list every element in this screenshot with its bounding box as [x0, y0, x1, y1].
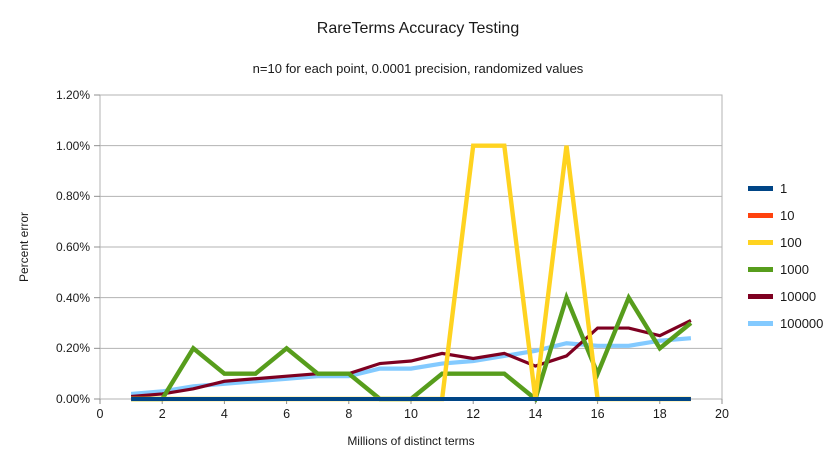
legend-item-1000: 1000 — [748, 256, 823, 283]
legend-label: 100 — [780, 235, 802, 250]
x-tick-label: 2 — [158, 407, 166, 421]
y-tick-label: 0.20% — [55, 341, 90, 356]
legend-item-10: 10 — [748, 202, 823, 229]
legend: 1 10 100 1000 10000 100000 — [748, 175, 823, 337]
x-tick-label: 18 — [652, 407, 667, 421]
y-tick-label: 0.80% — [55, 189, 90, 204]
y-tick-label: 0.60% — [55, 240, 90, 254]
legend-label: 10000 — [780, 289, 817, 304]
legend-item-1: 1 — [748, 175, 823, 202]
legend-item-100: 100 — [748, 229, 823, 256]
legend-swatch-10000 — [748, 294, 773, 299]
legend-swatch-1000 — [748, 267, 773, 272]
y-tick-label: 1.00% — [55, 138, 90, 153]
legend-item-100000: 100000 — [748, 310, 823, 337]
y-tick-label: 0.00% — [55, 392, 90, 406]
legend-swatch-1 — [748, 186, 773, 191]
x-tick-label: 16 — [590, 407, 605, 421]
x-tick-label: 14 — [528, 407, 543, 421]
x-tick-label: 10 — [404, 407, 418, 421]
y-axis-title: Percent error — [17, 211, 31, 283]
series-line-10000 — [130, 319, 692, 399]
x-tick-label: 8 — [345, 407, 353, 421]
legend-swatch-100000 — [748, 321, 773, 326]
x-tick-label: 20 — [715, 407, 729, 421]
chart-subtitle: n=10 for each point, 0.0001 precision, r… — [252, 61, 584, 76]
x-tick-label: 12 — [466, 407, 481, 421]
legend-item-10000: 10000 — [748, 283, 823, 310]
legend-swatch-100 — [748, 240, 773, 245]
legend-swatch-10 — [748, 213, 773, 218]
legend-label: 10 — [780, 208, 795, 223]
legend-label: 1000 — [780, 262, 809, 277]
x-tick-label: 6 — [283, 407, 291, 421]
x-tick-label: 4 — [220, 407, 228, 421]
y-tick-label: 0.40% — [55, 290, 90, 305]
series-line-100000 — [130, 336, 692, 397]
y-tick-label: 1.20% — [55, 88, 90, 102]
x-tick-label: 0 — [96, 407, 104, 421]
legend-label: 1 — [780, 181, 788, 196]
chart-title: RareTerms Accuracy Testing — [316, 20, 520, 37]
x-axis-title: Millions of distinct terms — [347, 434, 475, 448]
legend-label: 100000 — [780, 316, 824, 331]
